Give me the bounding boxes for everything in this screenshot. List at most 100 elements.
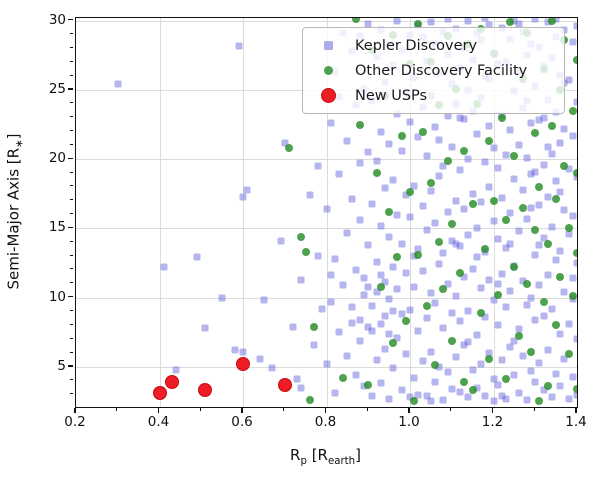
other-point: [385, 207, 394, 216]
kepler-point: [569, 212, 577, 220]
kepler-point: [485, 21, 493, 29]
kepler-square-icon: [323, 41, 333, 50]
other-point: [543, 239, 552, 248]
kepler-point: [435, 136, 443, 144]
kepler-point: [297, 276, 305, 284]
kepler-point: [406, 213, 414, 221]
kepler-point: [552, 256, 560, 264]
other-point: [456, 268, 465, 277]
kepler-point: [393, 334, 401, 342]
kepler-point: [385, 295, 393, 303]
legend-marker-box: [313, 41, 343, 50]
kepler-point: [502, 395, 510, 403]
x-major-tick: [575, 407, 577, 413]
kepler-point: [515, 227, 523, 235]
y-minor-tick: [70, 116, 74, 118]
other-point: [397, 131, 406, 140]
x-major-tick: [324, 407, 327, 413]
kepler-point: [477, 284, 485, 292]
x-minor-tick: [283, 407, 285, 411]
kepler-point: [456, 242, 464, 250]
other-point: [309, 322, 318, 331]
kepler-point: [398, 240, 406, 248]
kepler-point: [444, 208, 452, 216]
kepler-point: [389, 364, 397, 372]
y-minor-tick: [70, 143, 74, 145]
y-minor-tick: [70, 185, 74, 187]
other-point: [547, 121, 556, 130]
kepler-point: [377, 222, 385, 230]
kepler-point: [560, 288, 568, 296]
kepler-point: [519, 186, 527, 194]
y-minor-tick: [70, 74, 74, 76]
other-point: [364, 380, 373, 389]
kepler-point: [473, 384, 481, 392]
kepler-point: [335, 328, 343, 336]
other-point: [543, 382, 552, 391]
legend-marker-box: [313, 66, 343, 75]
x-tick-label: 0.4: [147, 414, 170, 430]
y-major-tick: [68, 295, 74, 298]
y-minor-tick: [70, 323, 74, 325]
kepler-point: [410, 252, 418, 260]
kepler-point: [260, 296, 268, 304]
kepler-point: [373, 356, 381, 364]
y-minor-tick: [70, 240, 74, 242]
x-minor-tick: [366, 407, 368, 411]
kepler-point: [573, 98, 577, 106]
other-point: [460, 146, 469, 155]
kepler-point: [556, 382, 564, 390]
kepler-point: [406, 306, 414, 314]
other-point: [552, 321, 561, 330]
kepler-point: [510, 18, 518, 25]
kepler-point: [331, 255, 339, 263]
kepler-point: [535, 201, 543, 209]
kepler-point: [565, 395, 573, 403]
x-major-tick: [241, 407, 243, 413]
kepler-point: [531, 316, 539, 324]
kepler-point: [389, 263, 397, 271]
kepler-point: [515, 389, 523, 397]
y-tick-label: 10: [48, 288, 66, 305]
kepler-point: [385, 330, 393, 338]
x-tick-label: 1.0: [398, 414, 420, 430]
y-tick-label: 20: [48, 150, 66, 167]
kepler-point: [531, 18, 539, 23]
kepler-point: [327, 271, 335, 279]
kepler-point: [473, 224, 481, 232]
kepler-point: [427, 187, 435, 195]
kepler-point: [540, 114, 548, 122]
kepler-point: [490, 217, 497, 225]
kepler-point: [544, 271, 552, 279]
kepler-point: [431, 123, 439, 131]
kepler-point: [297, 384, 305, 392]
x-tick-label: 0.2: [64, 414, 86, 430]
kepler-point: [314, 252, 322, 260]
other-point: [447, 220, 456, 229]
kepler-point: [535, 281, 543, 289]
kepler-point: [348, 319, 356, 327]
usp-point: [152, 386, 167, 401]
kepler-point: [356, 316, 364, 324]
kepler-point: [452, 292, 460, 300]
kepler-point: [506, 209, 514, 217]
kepler-point: [414, 133, 422, 141]
kepler-point: [556, 330, 564, 338]
x-axis-label-bracket: [R: [306, 446, 328, 464]
kepler-point: [277, 237, 285, 245]
kepler-point: [464, 155, 472, 163]
other-point: [476, 308, 485, 317]
kepler-point: [469, 265, 477, 273]
kepler-point: [356, 216, 364, 224]
kepler-point: [423, 152, 431, 160]
kepler-point: [515, 325, 523, 333]
kepler-point: [368, 302, 376, 310]
other-point: [573, 385, 577, 393]
kepler-point: [414, 245, 422, 253]
other-point: [447, 336, 456, 345]
kepler-point: [464, 307, 472, 315]
kepler-point: [398, 147, 406, 155]
x-major-tick: [74, 407, 76, 413]
kepler-point: [389, 307, 397, 315]
kepler-point: [485, 122, 493, 130]
